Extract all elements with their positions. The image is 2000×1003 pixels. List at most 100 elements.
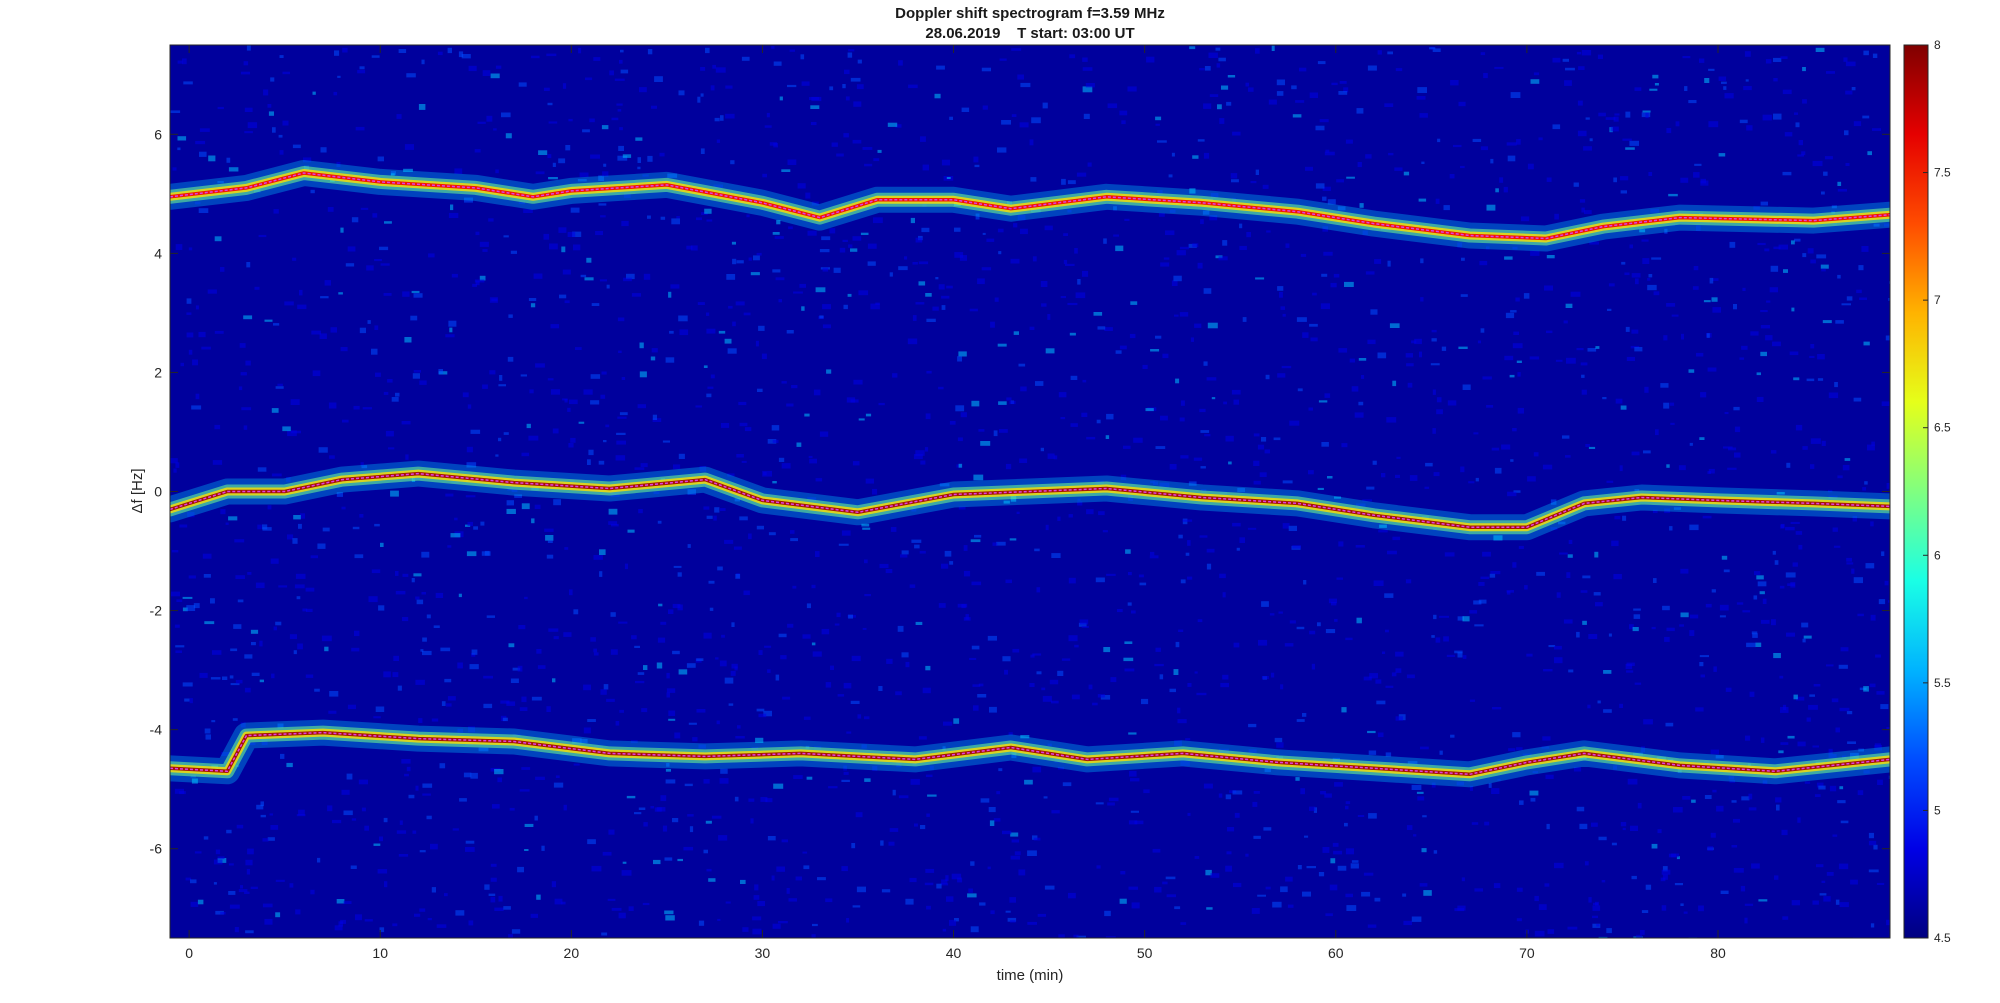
noise-speck: [1248, 87, 1254, 92]
noise-speck: [292, 257, 297, 261]
noise-speck: [853, 379, 863, 385]
noise-speck: [220, 267, 225, 272]
noise-speck: [408, 794, 415, 799]
noise-speck: [1567, 926, 1578, 930]
noise-speck: [1486, 204, 1496, 211]
noise-speck: [915, 237, 923, 243]
noise-speck: [262, 838, 269, 842]
noise-speck: [1157, 140, 1167, 143]
noise-speck: [672, 818, 679, 823]
noise-speck: [1750, 331, 1759, 336]
noise-speck: [465, 847, 475, 852]
noise-speck: [517, 866, 524, 873]
noise-speck: [1733, 304, 1737, 310]
noise-speck: [1597, 700, 1601, 704]
noise-speck: [270, 77, 275, 82]
noise-speck: [1420, 297, 1424, 302]
noise-speck: [569, 589, 573, 596]
noise-speck: [767, 439, 777, 444]
noise-speck: [1280, 306, 1285, 310]
noise-speck: [825, 898, 833, 903]
noise-speck: [186, 605, 196, 611]
noise-speck: [1874, 744, 1882, 751]
noise-speck: [1821, 191, 1825, 195]
noise-speck: [642, 902, 650, 906]
noise-speck: [1534, 930, 1545, 937]
noise-speck: [1473, 600, 1482, 605]
noise-speck: [689, 826, 694, 833]
noise-speck: [1035, 381, 1044, 386]
noise-speck: [757, 388, 763, 392]
noise-speck: [205, 734, 211, 740]
noise-speck: [347, 246, 356, 252]
noise-speck: [1795, 531, 1803, 535]
noise-speck: [1128, 820, 1138, 825]
noise-speck: [511, 929, 521, 934]
noise-speck: [275, 912, 281, 918]
noise-speck: [226, 829, 232, 834]
noise-speck: [498, 384, 506, 387]
y-tick-label: 2: [154, 364, 162, 380]
x-tick-label: 60: [1328, 945, 1344, 961]
noise-speck: [1242, 317, 1247, 322]
noise-speck: [220, 912, 226, 915]
noise-speck: [1699, 437, 1705, 440]
noise-speck: [1715, 755, 1724, 759]
noise-speck: [1691, 799, 1696, 803]
noise-speck: [217, 106, 224, 110]
noise-speck: [412, 830, 417, 834]
noise-speck: [979, 902, 986, 906]
noise-speck: [1760, 351, 1767, 357]
noise-speck: [1357, 162, 1362, 168]
noise-speck: [1007, 917, 1017, 922]
noise-speck: [286, 477, 291, 482]
noise-speck: [1255, 169, 1259, 175]
noise-speck: [1411, 916, 1422, 922]
noise-speck: [1077, 501, 1083, 506]
noise-speck: [974, 164, 980, 168]
noise-speck: [431, 887, 436, 893]
noise-speck: [969, 308, 978, 312]
noise-speck: [401, 759, 411, 764]
noise-speck: [1337, 206, 1346, 211]
noise-speck: [1816, 864, 1824, 868]
noise-speck: [1731, 800, 1737, 803]
noise-speck: [851, 655, 861, 662]
noise-speck: [406, 766, 411, 772]
noise-speck: [1516, 139, 1521, 145]
noise-speck: [913, 454, 923, 460]
noise-speck: [664, 910, 674, 915]
noise-speck: [665, 357, 675, 363]
noise-speck: [1057, 670, 1064, 676]
noise-speck: [864, 778, 871, 782]
noise-speck: [1708, 468, 1715, 474]
noise-speck: [467, 404, 472, 409]
noise-speck: [686, 663, 696, 668]
noise-speck: [379, 836, 383, 842]
noise-speck: [1174, 740, 1182, 746]
noise-speck: [898, 795, 909, 799]
noise-speck: [1150, 349, 1160, 352]
noise-speck: [1349, 358, 1355, 363]
noise-speck: [198, 208, 209, 213]
noise-speck: [1817, 354, 1825, 360]
noise-speck: [514, 494, 522, 498]
noise-speck: [388, 447, 395, 450]
noise-speck: [1104, 910, 1111, 917]
noise-speck: [1837, 274, 1841, 279]
noise-speck: [1379, 524, 1387, 528]
noise-speck: [778, 457, 785, 462]
noise-speck: [787, 623, 794, 628]
noise-speck: [643, 665, 648, 670]
noise-speck: [1384, 103, 1394, 107]
chart-subtitle: 28.06.2019 T start: 03:00 UT: [925, 25, 1135, 42]
noise-speck: [1047, 743, 1052, 747]
colorbar-tick-label: 4.5: [1934, 931, 1951, 945]
noise-speck: [653, 491, 660, 495]
noise-speck: [697, 302, 705, 305]
noise-speck: [1834, 382, 1838, 388]
noise-speck: [1134, 820, 1144, 825]
noise-speck: [1622, 515, 1627, 521]
noise-speck: [1651, 626, 1656, 630]
noise-speck: [886, 658, 893, 664]
